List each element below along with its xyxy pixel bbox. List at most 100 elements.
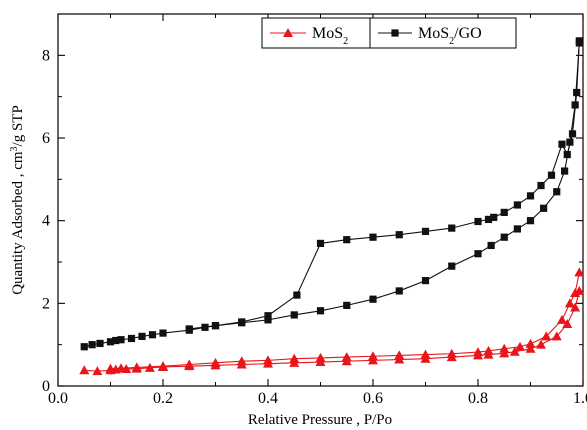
data-point bbox=[448, 224, 456, 232]
data-point bbox=[185, 325, 193, 333]
legend-label: MoS2 bbox=[312, 25, 348, 47]
data-point bbox=[148, 331, 157, 339]
series-mos2-go bbox=[80, 37, 583, 351]
data-point bbox=[484, 215, 493, 224]
data-point bbox=[368, 351, 378, 361]
legend-triangle-marker bbox=[283, 28, 293, 37]
data-point bbox=[499, 343, 510, 353]
data-point bbox=[238, 318, 246, 326]
data-point bbox=[369, 295, 377, 303]
adsorption-line bbox=[84, 290, 580, 372]
data-point bbox=[105, 363, 116, 373]
data-point bbox=[421, 227, 430, 236]
data-point bbox=[557, 314, 567, 324]
data-point bbox=[117, 336, 125, 344]
data-point bbox=[500, 233, 508, 241]
x-tick-label: 0.0 bbox=[48, 390, 68, 407]
data-point bbox=[570, 302, 581, 312]
data-point bbox=[236, 356, 247, 366]
data-point bbox=[562, 319, 573, 328]
data-point bbox=[116, 363, 126, 373]
data-point bbox=[369, 233, 377, 241]
x-tick-label: 0.8 bbox=[468, 390, 488, 407]
data-point bbox=[526, 217, 535, 225]
legend-label: MoS2/GO bbox=[418, 25, 482, 47]
data-point bbox=[341, 352, 352, 362]
data-point bbox=[526, 192, 535, 200]
data-point bbox=[525, 338, 536, 348]
data-point bbox=[525, 343, 536, 353]
x-tick-label: 0.6 bbox=[363, 390, 383, 407]
data-point bbox=[574, 267, 585, 277]
data-point bbox=[568, 130, 577, 138]
data-point bbox=[490, 213, 498, 221]
data-point bbox=[513, 201, 521, 209]
data-point bbox=[343, 236, 351, 244]
data-point bbox=[483, 345, 494, 355]
data-point bbox=[564, 298, 575, 308]
x-tick-label: 0.2 bbox=[153, 390, 173, 407]
data-point bbox=[561, 167, 569, 175]
data-point bbox=[558, 140, 566, 148]
y-tick-label: 0 bbox=[42, 378, 50, 395]
y-tick-label: 6 bbox=[42, 130, 50, 147]
legend-square-marker bbox=[391, 29, 399, 37]
data-point bbox=[316, 307, 325, 315]
series-layer bbox=[79, 37, 585, 376]
legend: MoS2 MoS2/GO bbox=[261, 17, 517, 49]
data-point bbox=[448, 262, 456, 270]
data-point bbox=[446, 348, 457, 358]
data-point bbox=[487, 241, 495, 250]
data-point bbox=[513, 225, 521, 233]
data-point bbox=[92, 366, 103, 376]
data-point bbox=[537, 181, 545, 190]
data-point bbox=[80, 343, 88, 351]
data-point bbox=[315, 352, 326, 362]
data-point bbox=[293, 291, 301, 299]
data-point bbox=[575, 37, 583, 45]
x-axis-label: Relative Pressure , P/Po bbox=[248, 412, 392, 428]
data-point bbox=[79, 365, 90, 375]
data-point bbox=[536, 339, 546, 349]
data-point bbox=[184, 359, 195, 369]
y-tick-label: 8 bbox=[42, 47, 50, 64]
data-point bbox=[499, 348, 510, 358]
data-point bbox=[343, 301, 351, 309]
data-point bbox=[264, 316, 272, 324]
data-point bbox=[395, 231, 403, 239]
data-point bbox=[473, 347, 483, 357]
data-point bbox=[563, 150, 571, 159]
data-point bbox=[211, 322, 220, 330]
adsorption-line bbox=[84, 42, 580, 348]
data-point bbox=[474, 250, 482, 258]
data-point bbox=[263, 355, 273, 365]
series-mos2 bbox=[79, 267, 585, 376]
data-point bbox=[474, 217, 482, 226]
y-tick-label: 2 bbox=[42, 295, 50, 312]
y-tick-label: 4 bbox=[42, 213, 50, 230]
data-point bbox=[553, 188, 561, 196]
data-point bbox=[547, 171, 556, 179]
data-point bbox=[106, 338, 115, 346]
desorption-line bbox=[189, 40, 580, 330]
data-point bbox=[138, 332, 146, 340]
data-point bbox=[316, 239, 325, 247]
data-point bbox=[290, 311, 298, 319]
data-point bbox=[570, 288, 581, 297]
y-axis-label: Quantity Adsorbed , cm3/g STP bbox=[9, 105, 27, 295]
data-point bbox=[551, 331, 562, 341]
data-point bbox=[573, 88, 581, 97]
data-point bbox=[158, 361, 168, 371]
data-point bbox=[131, 362, 142, 372]
data-point bbox=[421, 277, 430, 285]
data-point bbox=[541, 331, 552, 341]
data-point bbox=[540, 204, 548, 212]
data-point bbox=[500, 208, 508, 216]
plot-frame bbox=[57, 13, 584, 387]
data-point bbox=[112, 336, 120, 345]
data-point bbox=[264, 312, 272, 320]
data-point bbox=[88, 341, 96, 349]
x-tick-label: 1.0 bbox=[573, 390, 587, 407]
data-point bbox=[515, 341, 525, 351]
